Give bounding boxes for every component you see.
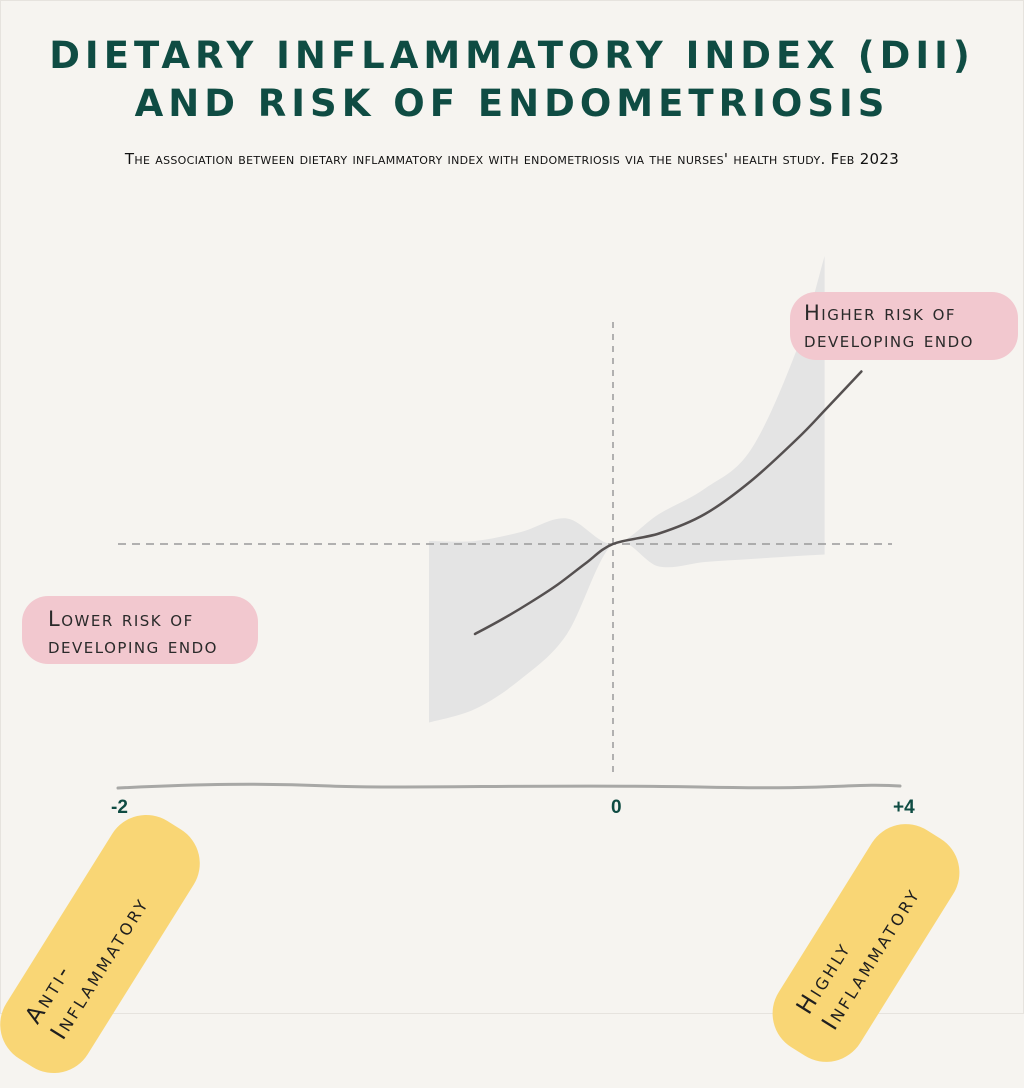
curve-layer [473, 370, 863, 636]
chart-area: -2 0 +4 [111, 256, 915, 818]
x-axis-line [116, 782, 902, 790]
x-tick-label: -2 [111, 797, 128, 818]
lower-risk-callout: Lower risk of developing endo [22, 596, 258, 664]
chart-subtitle: The association between dietary inflamma… [124, 150, 900, 168]
title-line-1: Dietary Inflammatory Index (DII) [49, 34, 975, 77]
dii-risk-curve [473, 370, 863, 636]
chart-title: Dietary Inflammatory Index (DII) and ris… [0, 32, 1024, 128]
higher-risk-callout: Higher risk of developing endo [790, 292, 1018, 360]
x-tick-label: +4 [893, 797, 915, 818]
title-line-2: and risk of endometriosis [134, 82, 890, 125]
reference-lines-layer [118, 322, 892, 772]
confidence-band-layer [429, 256, 825, 723]
x-tick-label: 0 [611, 797, 622, 818]
x-axis: -2 0 +4 [111, 782, 915, 818]
confidence-band [429, 256, 825, 723]
